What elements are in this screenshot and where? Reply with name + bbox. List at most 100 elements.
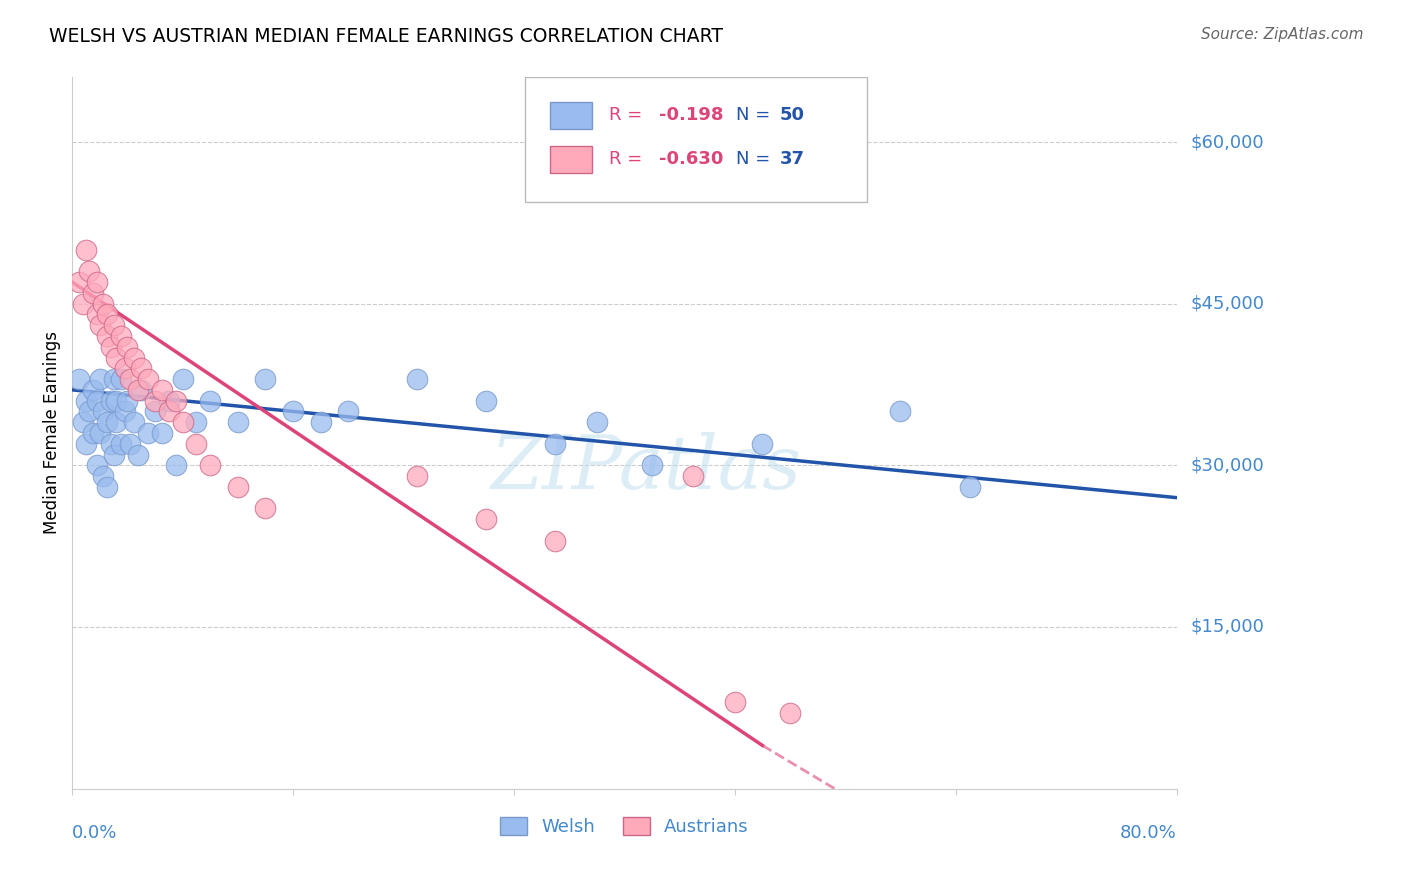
Point — [114, 404, 136, 418]
Point — [103, 372, 125, 386]
Point — [96, 480, 118, 494]
Point — [682, 469, 704, 483]
Point — [641, 458, 664, 473]
Point — [165, 458, 187, 473]
Text: R =: R = — [609, 106, 648, 124]
Point — [129, 383, 152, 397]
Point — [226, 480, 249, 494]
Point — [337, 404, 360, 418]
Point — [120, 436, 142, 450]
Point — [724, 695, 747, 709]
Point — [96, 415, 118, 429]
Point — [186, 415, 208, 429]
Point — [128, 383, 150, 397]
Point — [136, 372, 159, 386]
Point — [544, 533, 567, 548]
Point — [86, 275, 108, 289]
Text: $45,000: $45,000 — [1191, 294, 1264, 313]
Point — [82, 285, 104, 300]
Y-axis label: Median Female Earnings: Median Female Earnings — [44, 332, 60, 534]
FancyBboxPatch shape — [524, 78, 868, 202]
Point — [143, 404, 166, 418]
Text: $30,000: $30,000 — [1191, 457, 1264, 475]
Point — [200, 393, 222, 408]
Point — [114, 361, 136, 376]
Point — [165, 393, 187, 408]
Point — [124, 415, 146, 429]
Point — [136, 425, 159, 440]
Point — [129, 361, 152, 376]
Point — [96, 329, 118, 343]
Point — [544, 436, 567, 450]
Point — [117, 340, 139, 354]
Point — [110, 329, 132, 343]
Text: $60,000: $60,000 — [1191, 133, 1264, 151]
Text: -0.630: -0.630 — [658, 150, 723, 169]
Text: N =: N = — [735, 106, 776, 124]
Point — [82, 425, 104, 440]
Text: R =: R = — [609, 150, 648, 169]
Point — [91, 404, 114, 418]
Point — [105, 415, 128, 429]
Point — [150, 383, 173, 397]
Point — [105, 351, 128, 365]
Point — [200, 458, 222, 473]
FancyBboxPatch shape — [550, 102, 592, 128]
Point — [585, 415, 607, 429]
Point — [86, 458, 108, 473]
Text: 37: 37 — [780, 150, 806, 169]
Point — [779, 706, 801, 720]
Point — [186, 436, 208, 450]
Point — [157, 404, 180, 418]
Point — [100, 340, 122, 354]
Point — [67, 275, 90, 289]
Point — [103, 448, 125, 462]
Text: ZIPatlas: ZIPatlas — [491, 433, 801, 505]
Point — [254, 372, 277, 386]
Point — [124, 351, 146, 365]
Point — [157, 393, 180, 408]
Point — [475, 512, 498, 526]
Point — [475, 393, 498, 408]
Point — [72, 415, 94, 429]
Text: 0.0%: 0.0% — [72, 824, 118, 842]
Point — [105, 393, 128, 408]
Point — [86, 393, 108, 408]
Point — [91, 469, 114, 483]
Point — [77, 264, 100, 278]
Point — [77, 404, 100, 418]
Point — [309, 415, 332, 429]
Point — [86, 308, 108, 322]
Legend: Welsh, Austrians: Welsh, Austrians — [494, 810, 756, 844]
Point — [959, 480, 981, 494]
Point — [406, 469, 429, 483]
Point — [281, 404, 304, 418]
Point — [117, 393, 139, 408]
Point — [96, 308, 118, 322]
Text: $15,000: $15,000 — [1191, 618, 1264, 636]
Point — [75, 436, 97, 450]
Point — [72, 296, 94, 310]
Point — [91, 296, 114, 310]
Point — [128, 448, 150, 462]
Point — [75, 243, 97, 257]
Point — [406, 372, 429, 386]
Text: 50: 50 — [780, 106, 806, 124]
Point — [89, 425, 111, 440]
Point — [100, 436, 122, 450]
Point — [150, 425, 173, 440]
Point — [89, 318, 111, 333]
FancyBboxPatch shape — [550, 145, 592, 173]
Point — [103, 318, 125, 333]
Point — [120, 372, 142, 386]
Point — [226, 415, 249, 429]
Text: N =: N = — [735, 150, 776, 169]
Point — [110, 436, 132, 450]
Point — [751, 436, 773, 450]
Point — [254, 501, 277, 516]
Point — [172, 415, 194, 429]
Point — [110, 372, 132, 386]
Point — [67, 372, 90, 386]
Text: -0.198: -0.198 — [658, 106, 723, 124]
Point — [75, 393, 97, 408]
